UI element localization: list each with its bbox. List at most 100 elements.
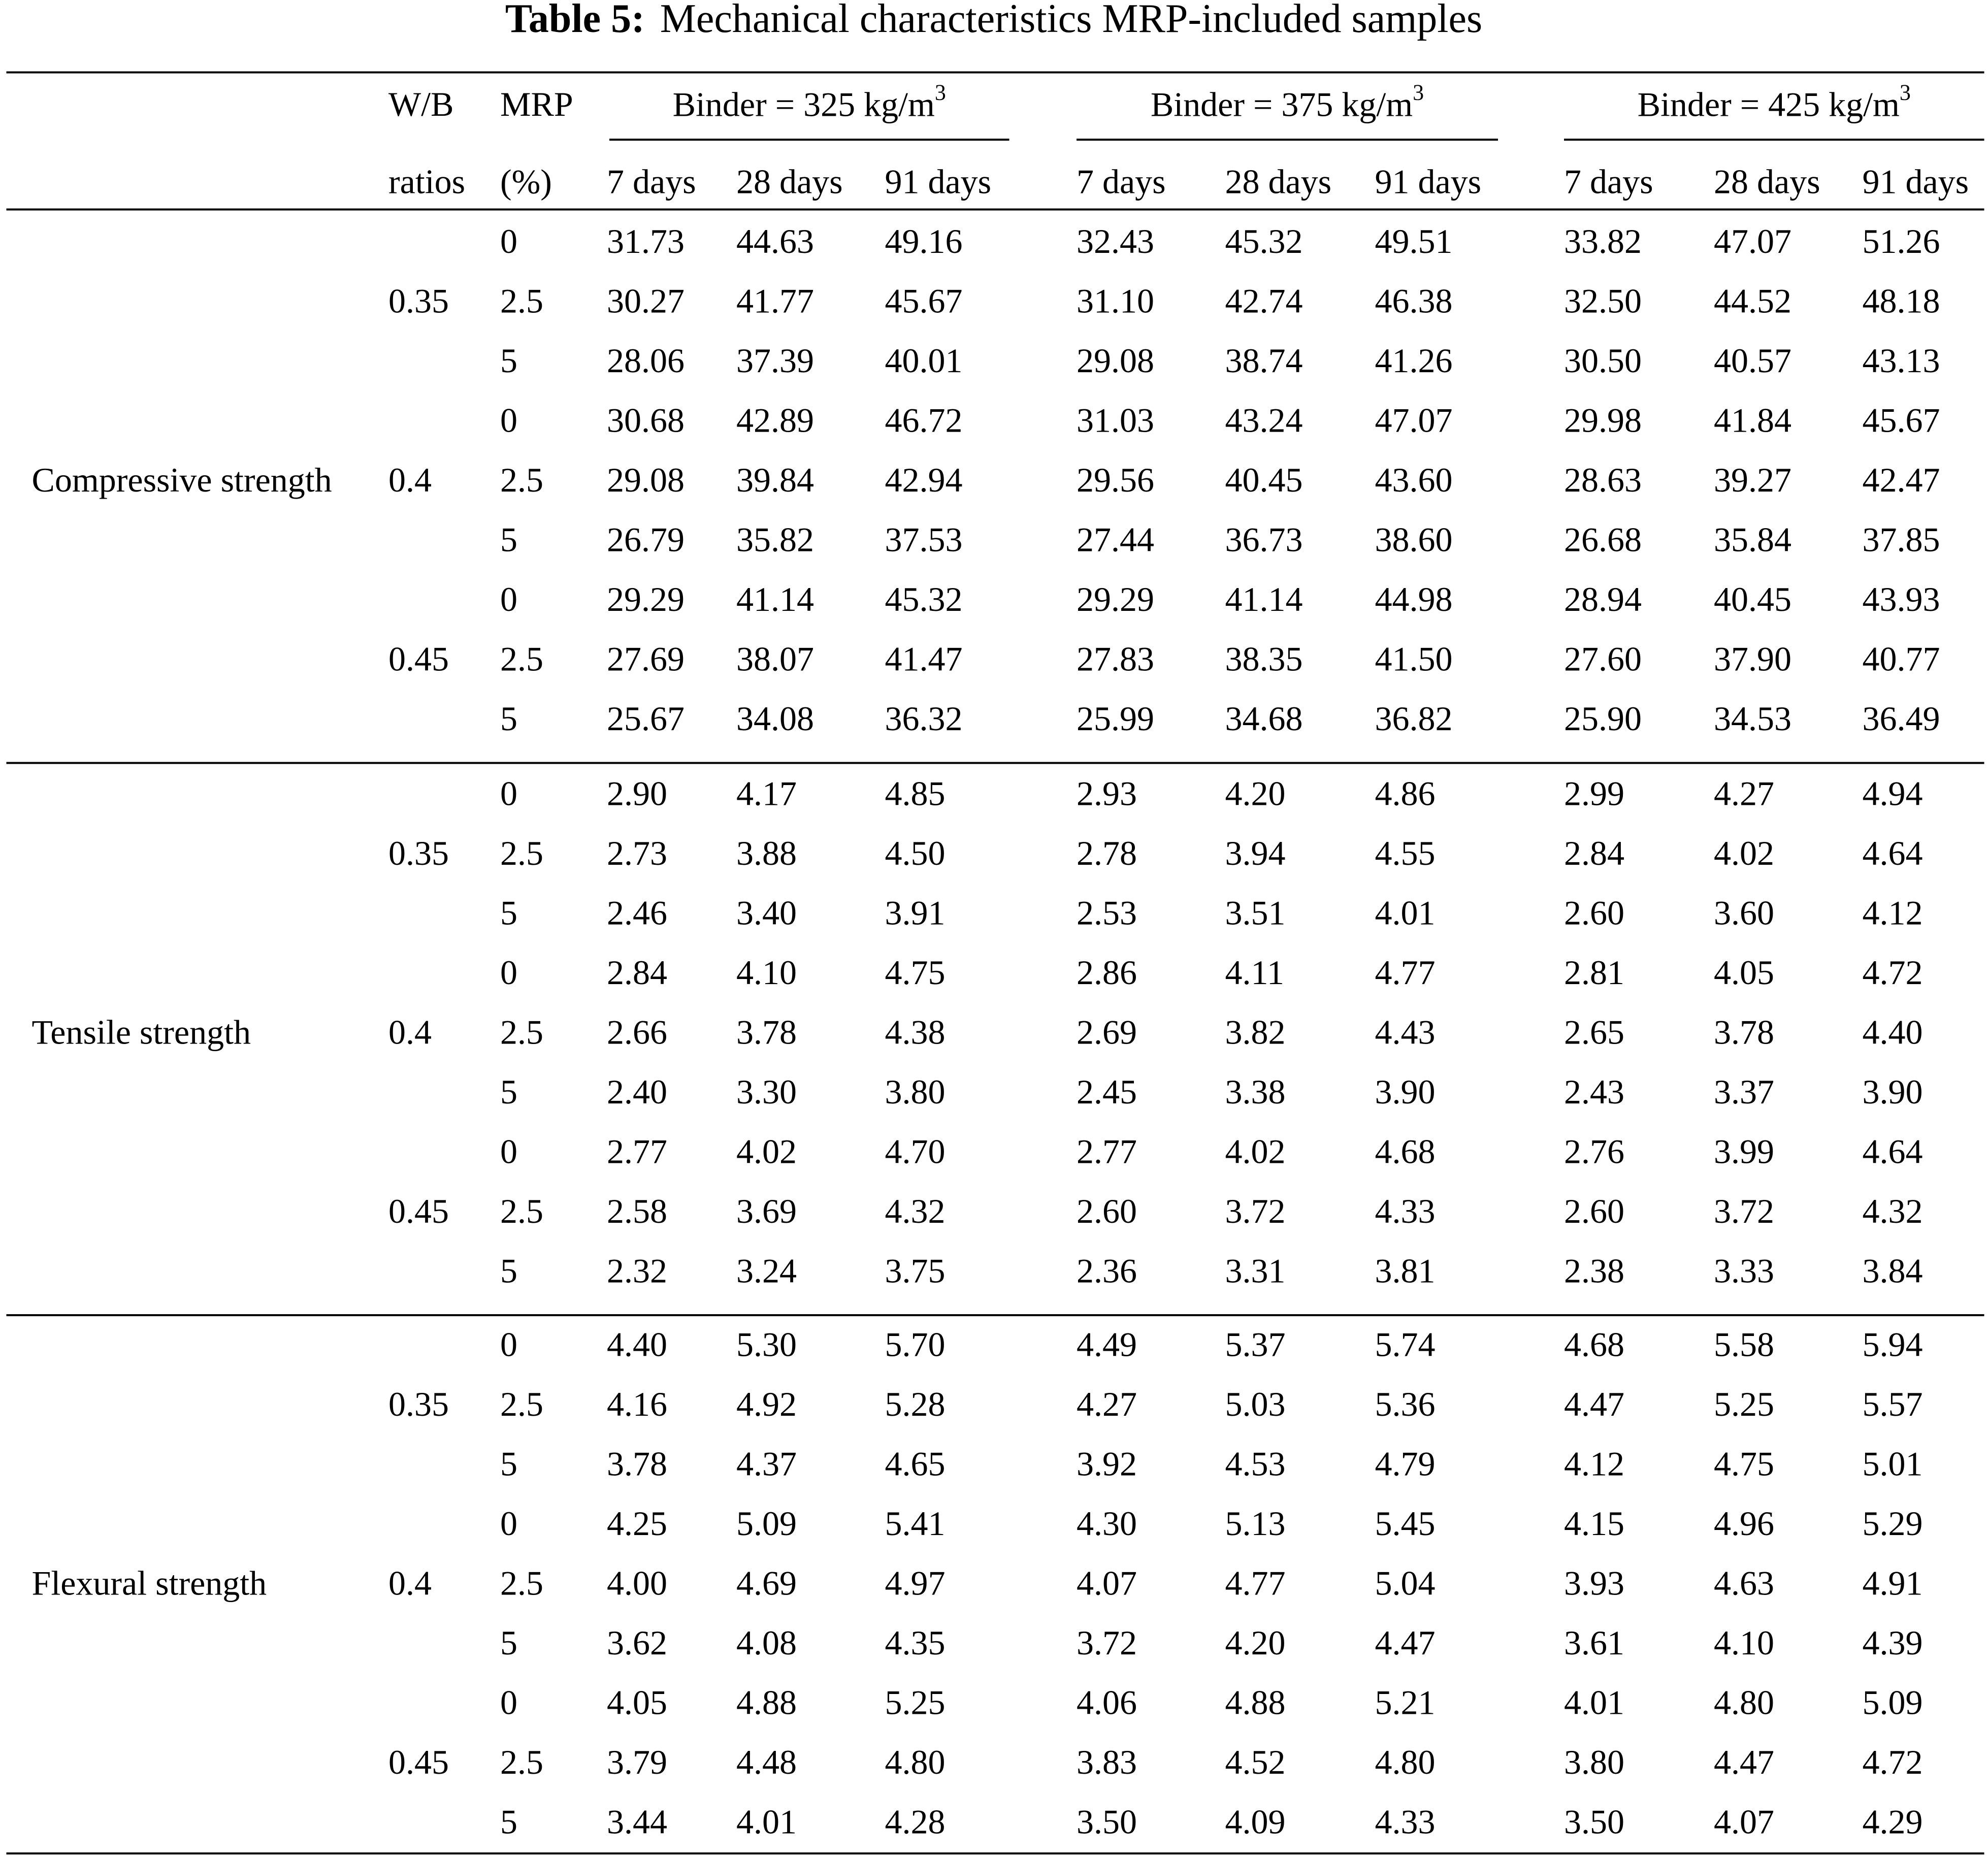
cell: 2.53	[1077, 894, 1137, 932]
cell: 2.76	[1564, 1132, 1624, 1171]
cell: 2.60	[1077, 1192, 1137, 1230]
cell: 51.26	[1863, 222, 1940, 260]
cell: 4.07	[1077, 1564, 1137, 1603]
cell: 5.29	[1863, 1504, 1923, 1543]
cell: 3.31	[1225, 1252, 1286, 1290]
mrp: 5	[500, 1445, 517, 1483]
cell: 3.30	[736, 1072, 797, 1111]
binder-text: Binder = 375 kg/m	[1151, 85, 1413, 123]
cell: 32.43	[1077, 222, 1154, 260]
cell: 48.18	[1863, 282, 1940, 320]
cell: 37.90	[1714, 640, 1791, 678]
wb-ratio: 0.45	[388, 1743, 449, 1781]
mrp: 0	[500, 774, 517, 813]
cell: 3.84	[1863, 1252, 1923, 1290]
cell: 3.83	[1077, 1743, 1137, 1781]
cell: 3.88	[736, 834, 797, 872]
cell: 3.81	[1375, 1252, 1436, 1290]
cell: 4.64	[1863, 1132, 1923, 1171]
cell: 40.45	[1225, 461, 1303, 499]
cell: 43.60	[1375, 461, 1453, 499]
mrp: 0	[500, 222, 517, 260]
cell: 2.73	[607, 834, 667, 872]
cell: 39.27	[1714, 461, 1791, 499]
table-title: Table 5: Mechanical characteristics MRP-i…	[505, 0, 1482, 41]
cell: 4.20	[1225, 1623, 1286, 1662]
cell: 2.60	[1564, 1192, 1624, 1230]
cell: 36.49	[1863, 699, 1940, 738]
header-wb: W/B	[388, 85, 453, 123]
mrp: 2.5	[500, 1013, 543, 1052]
cell: 4.05	[1714, 953, 1774, 992]
cell: 42.89	[736, 401, 814, 440]
cell: 4.77	[1375, 953, 1436, 992]
cell: 37.85	[1863, 520, 1940, 559]
cell: 29.29	[607, 580, 685, 618]
cell: 4.50	[885, 834, 946, 872]
cell: 4.91	[1863, 1564, 1923, 1603]
cell: 26.68	[1564, 520, 1642, 559]
cell: 5.57	[1863, 1385, 1923, 1423]
cell: 27.69	[607, 640, 685, 678]
cell: 3.50	[1564, 1803, 1624, 1841]
cell: 27.83	[1077, 640, 1154, 678]
cell: 3.78	[1714, 1013, 1774, 1052]
mrp: 0	[500, 1504, 517, 1543]
cell: 4.25	[607, 1504, 667, 1543]
cell: 4.16	[607, 1385, 667, 1423]
cell: 4.01	[736, 1803, 797, 1841]
cell: 4.94	[1863, 774, 1923, 813]
cell: 3.78	[607, 1445, 667, 1483]
cell: 3.72	[1714, 1192, 1774, 1230]
cell: 28.06	[607, 341, 685, 380]
cell: 3.80	[1564, 1743, 1624, 1781]
cell: 44.52	[1714, 282, 1791, 320]
cell: 38.07	[736, 640, 814, 678]
cell: 36.32	[885, 699, 963, 738]
cell: 4.68	[1564, 1325, 1624, 1364]
cell: 5.58	[1714, 1325, 1774, 1364]
cell: 5.01	[1863, 1445, 1923, 1483]
cell: 2.40	[607, 1072, 667, 1111]
cell: 4.27	[1714, 774, 1774, 813]
cell: 29.56	[1077, 461, 1154, 499]
cell: 5.09	[1863, 1683, 1923, 1722]
mrp: 2.5	[500, 1564, 543, 1603]
cell: 3.99	[1714, 1132, 1774, 1171]
cell: 47.07	[1714, 222, 1791, 260]
cell: 3.75	[885, 1252, 946, 1290]
cell: 4.12	[1564, 1445, 1624, 1483]
cell: 3.93	[1564, 1564, 1624, 1603]
cell: 4.88	[736, 1683, 797, 1722]
cell: 2.99	[1564, 774, 1624, 813]
day-header: 91 days	[1863, 162, 1969, 201]
cell: 30.50	[1564, 341, 1642, 380]
header-wb: ratios	[388, 162, 465, 201]
day-header: 91 days	[1375, 162, 1482, 201]
mrp: 0	[500, 1683, 517, 1722]
binder-header: Binder = 325 kg/m3	[673, 80, 946, 124]
cell: 4.80	[1714, 1683, 1774, 1722]
day-header: 91 days	[885, 162, 992, 201]
wb-ratio: 0.35	[388, 1385, 449, 1423]
cell: 41.77	[736, 282, 814, 320]
cell: 4.64	[1863, 834, 1923, 872]
wb-ratio: 0.45	[388, 1192, 449, 1230]
cell: 30.27	[607, 282, 685, 320]
cell: 5.41	[885, 1504, 946, 1543]
cell: 5.28	[885, 1385, 946, 1423]
cell: 2.46	[607, 894, 667, 932]
cell: 49.51	[1375, 222, 1453, 260]
cell: 3.72	[1225, 1192, 1286, 1230]
day-header: 7 days	[607, 162, 696, 201]
wb-ratio: 0.4	[388, 1564, 432, 1603]
cell: 5.74	[1375, 1325, 1436, 1364]
cell: 2.38	[1564, 1252, 1624, 1290]
cell: 45.32	[885, 580, 963, 618]
cell: 2.36	[1077, 1252, 1137, 1290]
cell: 2.86	[1077, 953, 1137, 992]
cell: 29.98	[1564, 401, 1642, 440]
cell: 3.33	[1714, 1252, 1774, 1290]
binder-text: Binder = 425 kg/m	[1638, 85, 1900, 123]
cell: 3.44	[607, 1803, 667, 1841]
